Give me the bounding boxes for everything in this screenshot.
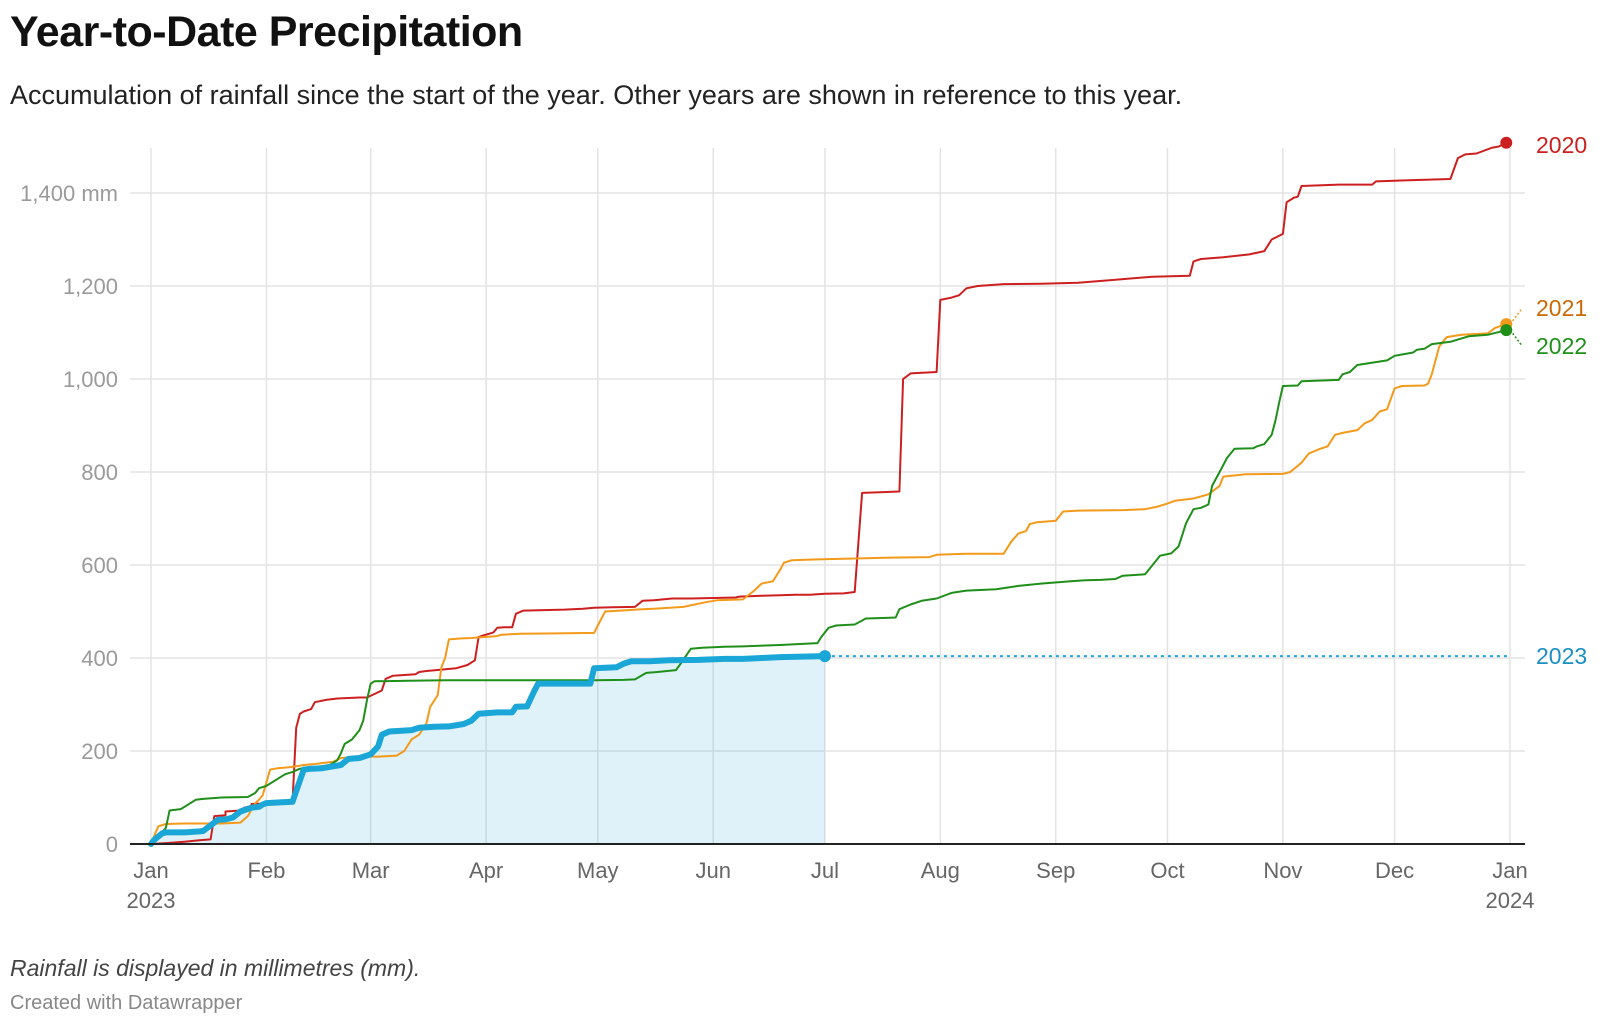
series-end-dot-2023 (818, 650, 831, 663)
footnote: Rainfall is displayed in millimetres (mm… (10, 955, 421, 981)
series-label-2021: 2021 (1536, 295, 1587, 321)
x-tick-label: Nov (1263, 858, 1302, 883)
y-tick-label: 0 (106, 832, 118, 857)
y-tick-label: 1,000 (63, 367, 118, 392)
y-tick-label: 1,200 (63, 274, 118, 299)
axis-layer: 0 200 400 600 800 1,000 1,200 1,400 mm Jan 2023 Fe… (20, 181, 1534, 913)
label-leader-2022 (1509, 329, 1523, 347)
series-end-dot-2020 (1500, 136, 1513, 149)
credit-line: Created with Datawrapper (10, 992, 243, 1014)
series-line-2023 (148, 653, 828, 847)
x-tick-label: Dec (1375, 858, 1414, 883)
area-layer (151, 656, 825, 844)
series-end-dot-2022 (1500, 324, 1513, 337)
y-tick-label: 1,400 mm (20, 181, 118, 206)
line-layer (148, 136, 1523, 847)
y-tick-label: 600 (81, 553, 118, 578)
series-label-2023: 2023 (1536, 643, 1587, 669)
label-layer: 2020 2021 2022 2023 (1536, 132, 1587, 669)
series-label-2020: 2020 (1536, 132, 1587, 158)
series-area-2023 (151, 656, 825, 844)
series-label-2022: 2022 (1536, 333, 1587, 359)
x-tick-label: Jan (1492, 858, 1527, 883)
x-tick-label: Sep (1036, 858, 1075, 883)
x-tick-label: Jan (133, 858, 168, 883)
y-tick-label: 200 (81, 739, 118, 764)
label-leader-2021 (1509, 307, 1523, 325)
y-tick-label: 400 (81, 646, 118, 671)
series-line-2021 (150, 323, 1508, 845)
x-tick-label: Feb (247, 858, 285, 883)
x-tick-label: May (577, 858, 619, 883)
x-tick-label: Jun (695, 858, 730, 883)
x-tick-year-label: 2023 (127, 888, 176, 913)
grid-layer (130, 148, 1525, 844)
x-tick-year-label: 2024 (1486, 888, 1535, 913)
chart-subtitle: Accumulation of rainfall since the start… (10, 80, 1183, 110)
x-tick-label: Mar (352, 858, 390, 883)
x-tick-label: Aug (921, 858, 960, 883)
series-line-2020 (150, 141, 1508, 845)
x-tick-label: Apr (469, 858, 503, 883)
x-tick-label: Oct (1150, 858, 1184, 883)
chart-title: Year-to-Date Precipitation (10, 8, 523, 56)
y-tick-label: 800 (81, 460, 118, 485)
x-tick-label: Jul (811, 858, 839, 883)
